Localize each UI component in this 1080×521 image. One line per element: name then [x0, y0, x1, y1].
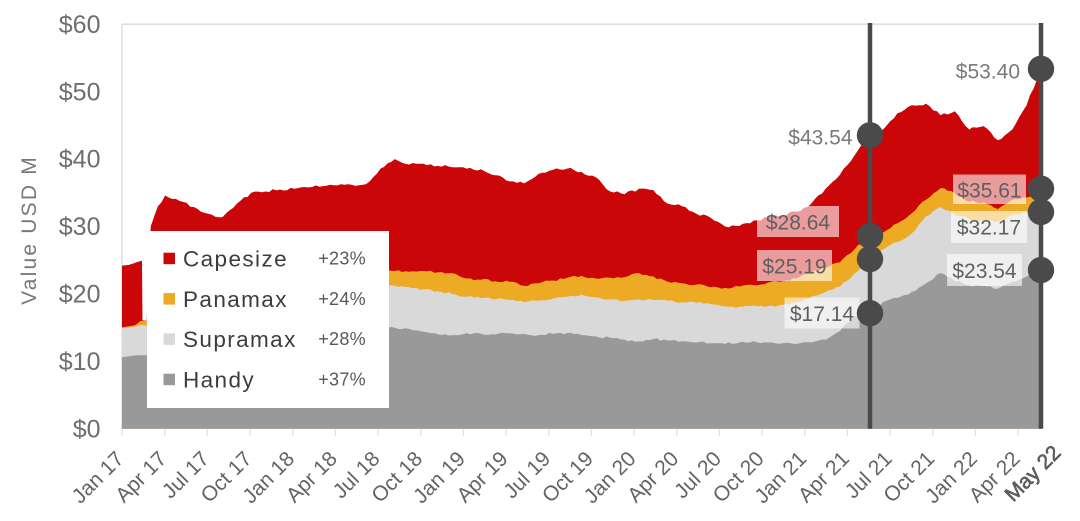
svg-text:$32.17: $32.17 — [957, 217, 1021, 240]
svg-text:+23%: +23% — [318, 249, 366, 269]
svg-text:Handy: Handy — [183, 368, 255, 393]
svg-text:Panamax: Panamax — [183, 287, 288, 312]
svg-text:$28.64: $28.64 — [766, 212, 831, 235]
svg-text:$30: $30 — [59, 213, 101, 241]
svg-text:Value USD M: Value USD M — [18, 155, 41, 305]
svg-text:$60: $60 — [59, 11, 101, 39]
svg-text:+24%: +24% — [318, 289, 366, 309]
svg-text:$20: $20 — [59, 281, 101, 309]
svg-text:$35.61: $35.61 — [957, 180, 1021, 203]
svg-text:+37%: +37% — [318, 370, 366, 390]
svg-text:$0: $0 — [73, 415, 101, 443]
svg-text:$53.40: $53.40 — [956, 61, 1020, 84]
svg-text:$25.19: $25.19 — [762, 256, 826, 279]
svg-text:$10: $10 — [59, 348, 101, 376]
svg-text:$50: $50 — [59, 78, 101, 106]
svg-text:$17.14: $17.14 — [790, 303, 855, 326]
svg-text:Supramax: Supramax — [183, 327, 297, 352]
svg-text:$40: $40 — [59, 146, 101, 174]
svg-text:Capesize: Capesize — [183, 247, 288, 272]
svg-text:$43.54: $43.54 — [788, 127, 853, 150]
svg-text:+28%: +28% — [318, 329, 366, 349]
svg-text:$23.54: $23.54 — [952, 260, 1017, 283]
